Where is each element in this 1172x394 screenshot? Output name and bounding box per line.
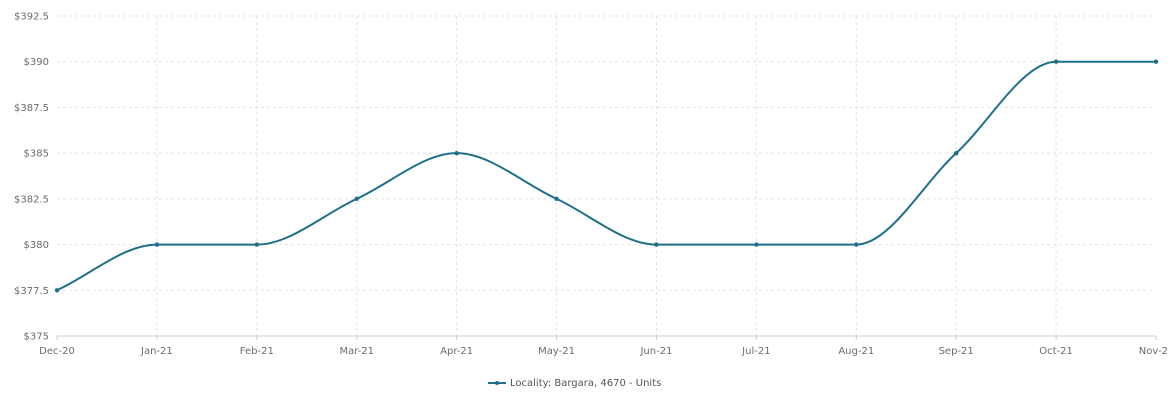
x-tick-label: Feb-21: [240, 346, 274, 357]
data-point[interactable]: [254, 242, 260, 247]
data-point[interactable]: [154, 242, 160, 247]
x-tick-label: Nov-2: [1139, 346, 1168, 357]
x-tick-label: Jun-21: [639, 346, 672, 357]
data-point[interactable]: [854, 242, 859, 247]
data-point[interactable]: [1153, 59, 1159, 64]
y-tick-label: $387.5: [14, 103, 49, 114]
data-point[interactable]: [454, 150, 459, 156]
series-line: [56, 60, 1156, 292]
grid-lines: [57, 15, 1156, 337]
x-axis: Dec-20 Jan-21 Feb-21 Mar-21 Apr-21 May-21 Jun-…: [39, 335, 1168, 357]
y-tick-label: $390: [24, 57, 49, 68]
x-tick-label: Apr-21: [440, 346, 473, 357]
data-point[interactable]: [754, 242, 759, 247]
y-tick-label: $385: [24, 149, 49, 160]
x-tick-label: Mar-21: [339, 346, 374, 357]
y-tick-label: $375: [24, 332, 49, 343]
data-point[interactable]: [1053, 59, 1059, 64]
x-tick-label: Sep-21: [939, 346, 974, 357]
x-tick-label: Oct-21: [1039, 346, 1073, 357]
legend-swatch-marker: [495, 381, 499, 385]
data-point[interactable]: [953, 150, 959, 156]
x-tick-label: Dec-20: [39, 346, 75, 357]
data-point[interactable]: [54, 288, 60, 293]
y-tick-label: $380: [24, 240, 49, 251]
legend-label: Locality: Bargara, 4670 - Units: [510, 378, 661, 389]
data-point[interactable]: [554, 196, 559, 202]
y-tick-label: $377.5: [14, 286, 49, 297]
y-axis: $375 $377.5 $380 $382.5 $385 $387.5 $390 $392.5: [14, 12, 49, 343]
legend[interactable]: Locality: Bargara, 4670 - Units: [488, 378, 661, 389]
data-point[interactable]: [654, 242, 659, 247]
y-tick-label: $382.5: [14, 194, 49, 205]
x-tick-label: May-21: [538, 346, 575, 357]
data-point[interactable]: [354, 196, 359, 202]
series-layer: [54, 59, 1159, 293]
x-tick-label: Jul-21: [741, 346, 770, 357]
y-tick-label: $392.5: [14, 12, 49, 23]
x-tick-label: Jan-21: [140, 346, 173, 357]
x-tick-label: Aug-21: [838, 346, 874, 357]
